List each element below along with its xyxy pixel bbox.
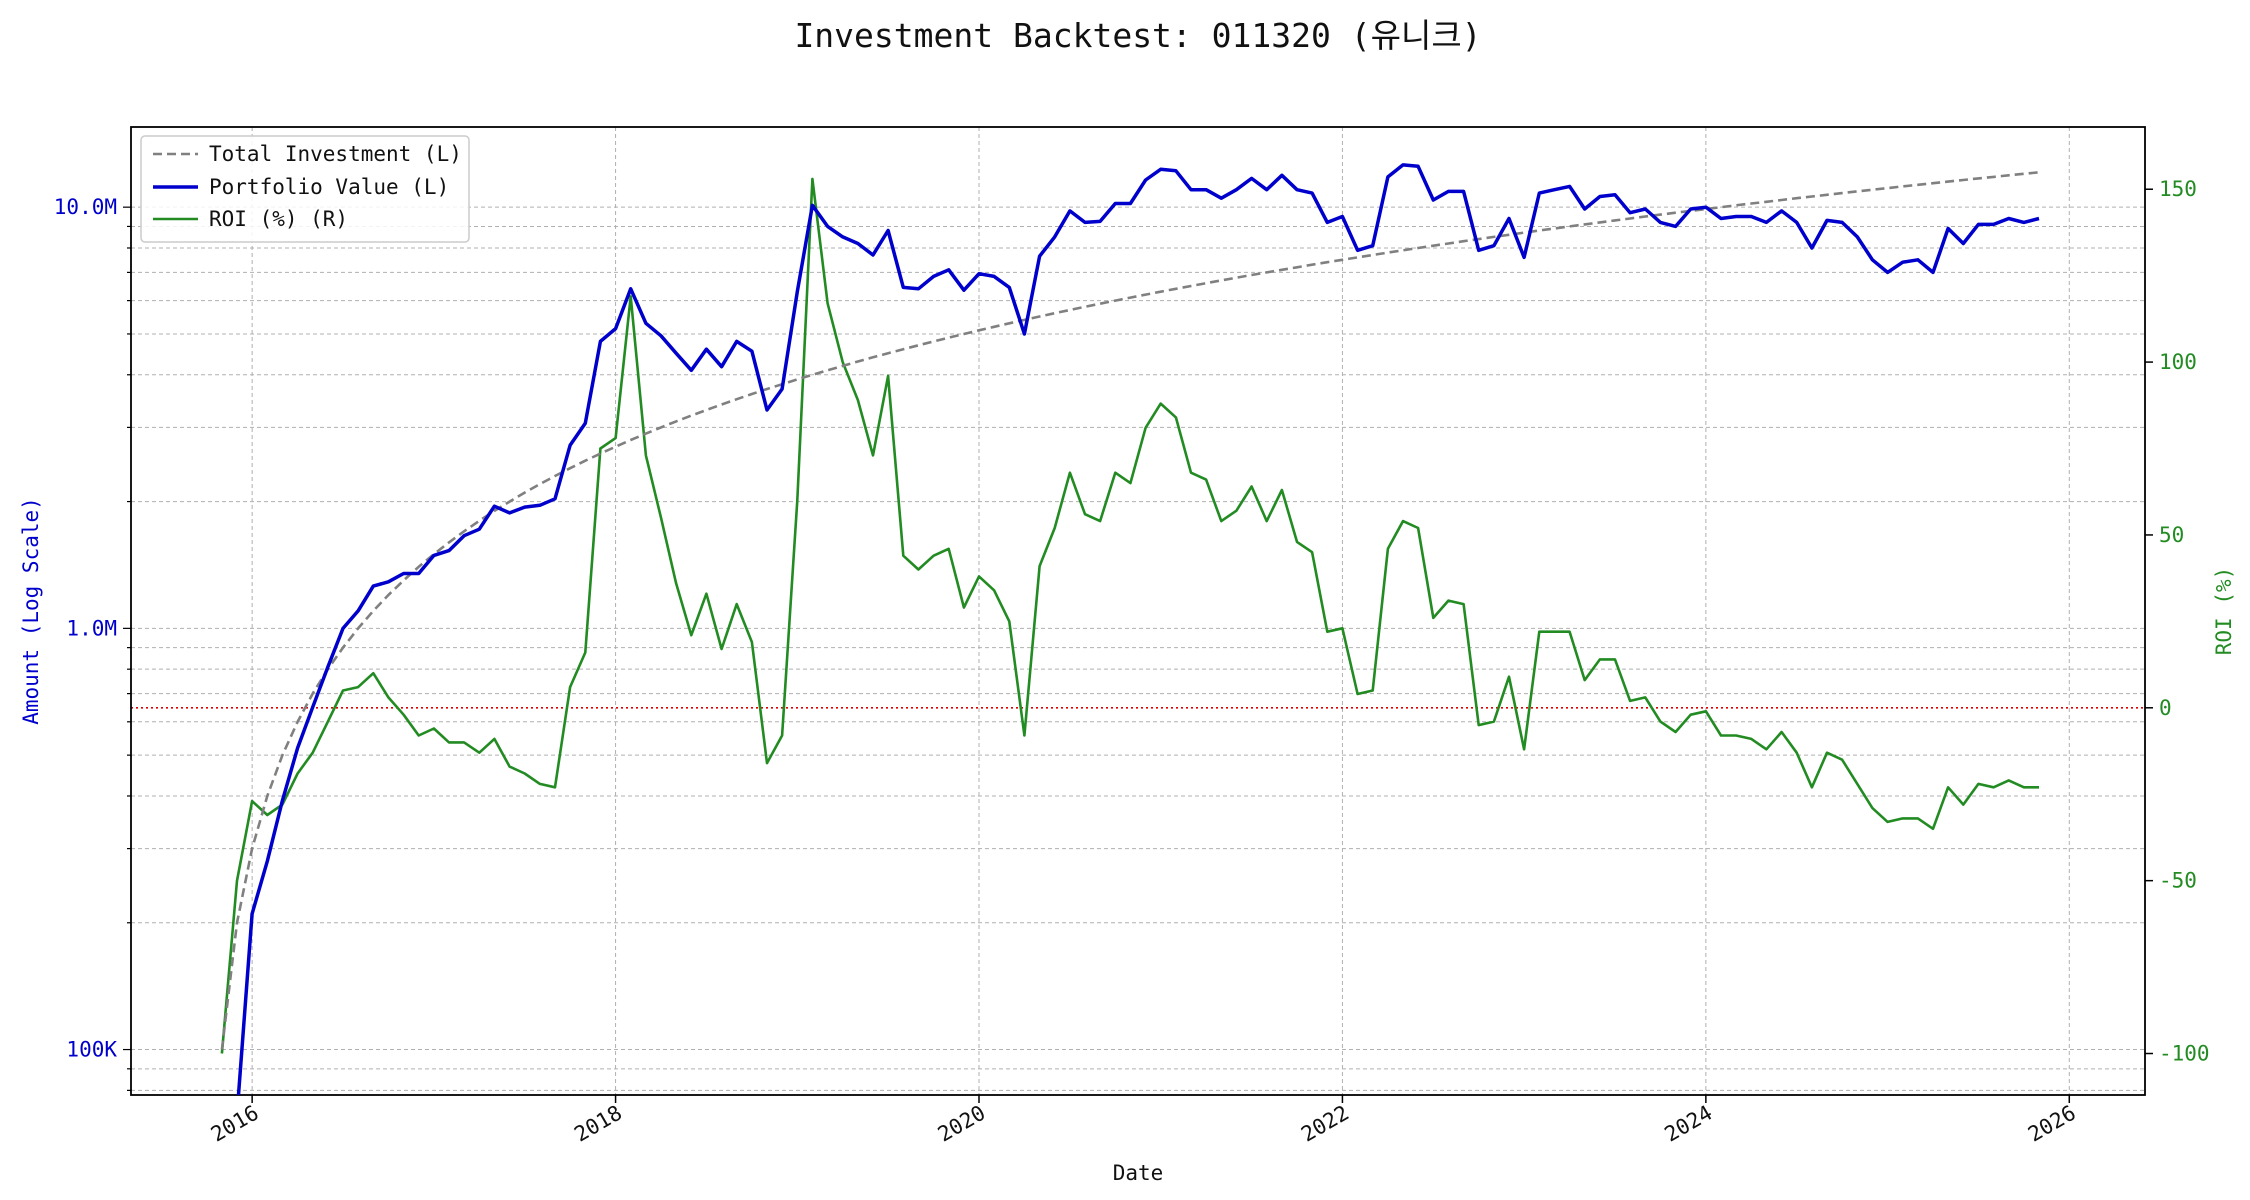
legend-label-roi: ROI (%) (R) <box>209 207 348 231</box>
right-tick-label: -50 <box>2159 869 2197 893</box>
left-axis-title: Amount (Log Scale) <box>19 497 43 725</box>
right-tick-label: -100 <box>2159 1042 2210 1066</box>
left-tick-label: 1.0M <box>66 616 117 640</box>
chart-title: Investment Backtest: 011320 (유니크) <box>794 16 1481 55</box>
legend-label-investment: Total Investment (L) <box>209 142 462 166</box>
series-lines <box>220 163 2040 1095</box>
legend: Total Investment (L) Portfolio Value (L)… <box>140 135 470 243</box>
x-tick-label: 2024 <box>1661 1101 1717 1147</box>
series-roi <box>220 177 2039 1054</box>
right-tick-label: 0 <box>2159 696 2172 720</box>
right-tick-label: 100 <box>2159 350 2197 374</box>
axis-ticks: 2016 2018 2020 2022 2024 2026 100K 1.0M 10.0M -10… <box>54 177 2210 1146</box>
plot-frame <box>130 126 2146 1096</box>
left-tick-label: 10.0M <box>54 195 117 219</box>
right-axis-title: ROI (%) <box>2212 567 2236 656</box>
series-total-investment <box>220 171 2040 1050</box>
right-tick-label: 150 <box>2159 177 2197 201</box>
legend-label-portfolio: Portfolio Value (L) <box>209 175 449 199</box>
grid-lines <box>131 127 2145 1095</box>
left-tick-label: 100K <box>66 1038 117 1062</box>
right-tick-label: 50 <box>2159 523 2184 547</box>
x-tick-label: 2016 <box>207 1101 263 1147</box>
x-axis-title: Date <box>1113 1161 1164 1185</box>
x-tick-label: 2026 <box>2024 1101 2080 1147</box>
x-tick-label: 2022 <box>1297 1101 1353 1147</box>
series-portfolio-value <box>236 163 2040 1095</box>
x-tick-label: 2020 <box>934 1101 990 1147</box>
x-tick-label: 2018 <box>570 1101 626 1147</box>
legend-box <box>140 135 470 243</box>
